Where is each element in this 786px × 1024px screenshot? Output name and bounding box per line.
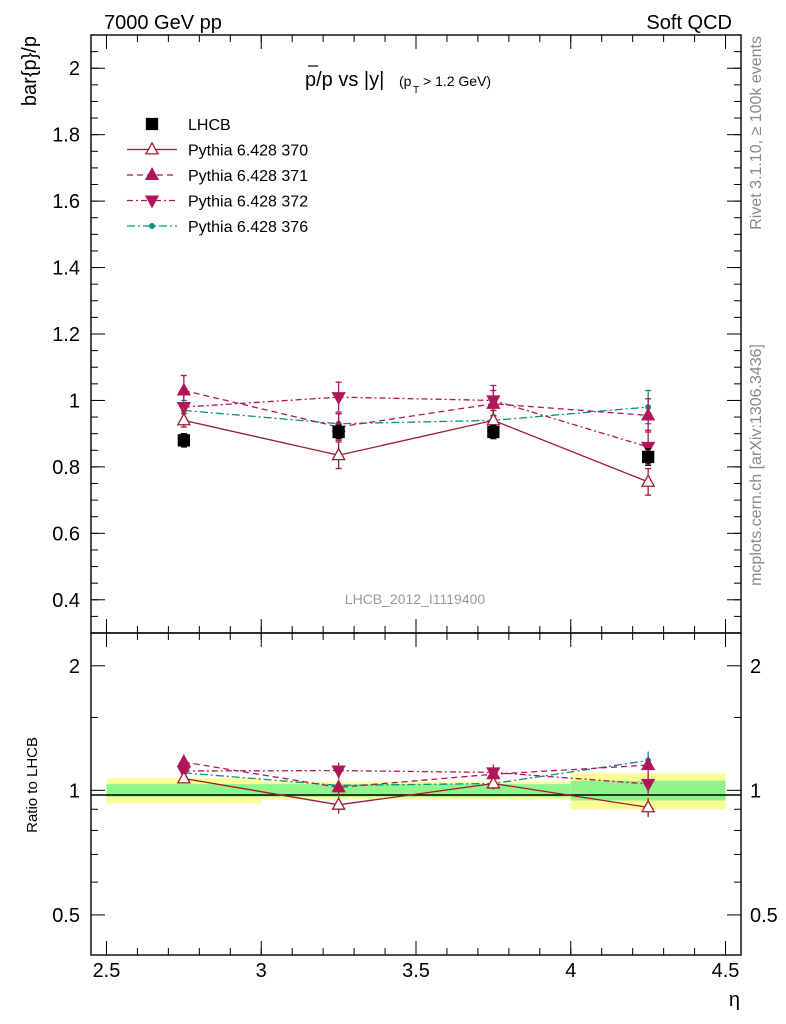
- series-1-main: [176, 409, 656, 496]
- ratio-point: [640, 778, 656, 792]
- y-axis-label: bar{p}/p: [19, 36, 41, 106]
- series-ratio-line: [183, 761, 649, 789]
- legend-label: Pythia 6.428 376: [188, 219, 308, 236]
- data-point: [487, 425, 500, 439]
- legend-entry: Pythia 6.428 370: [127, 141, 308, 160]
- analysis-watermark: LHCB_2012_I1119400: [345, 591, 486, 607]
- legend-marker: [149, 223, 155, 229]
- legend-entry: Pythia 6.428 376: [127, 219, 308, 236]
- y-tick-label: 1.6: [52, 191, 80, 213]
- ratio-series-layer: [176, 751, 656, 818]
- y-tick-label: 0.8: [52, 457, 80, 479]
- data-point: [176, 382, 192, 396]
- ratio-y-axis-label: Ratio to LHCB: [24, 737, 41, 833]
- ratio-band-inner: [416, 784, 571, 797]
- y-tick-label: 1: [69, 390, 80, 412]
- series-line: [183, 419, 649, 483]
- side-text-top: Rivet 3.1.10, ≥ 100k events: [748, 36, 765, 230]
- series-1-ratio: [176, 770, 656, 818]
- legend: LHCB Pythia 6.428 370 Pythia 6.428 371 Pyth…: [127, 117, 308, 236]
- data-point: [331, 447, 346, 461]
- ratio-y-tick-label-right: 2: [750, 656, 761, 678]
- ratio-y-tick-label: 2: [69, 656, 80, 678]
- series-0-main: [177, 424, 655, 466]
- series-2-main: [176, 374, 656, 441]
- data-point: [177, 434, 191, 447]
- legend-marker: [144, 141, 160, 155]
- ratio-point: [176, 754, 192, 768]
- legend-label: Pythia 6.428 371: [188, 168, 308, 185]
- series-line: [183, 389, 649, 428]
- y-tick-label: 1.2: [52, 324, 80, 346]
- ratio-point: [640, 799, 656, 813]
- y-tick-label: 0.4: [52, 590, 80, 612]
- legend-label: LHCB: [188, 117, 231, 134]
- ratio-point: [331, 765, 346, 779]
- side-text-bottom: mcplots.cern.ch [arXiv:1306.3436]: [748, 344, 765, 586]
- ratio-point: [176, 770, 192, 784]
- header-right: Soft QCD: [646, 12, 732, 34]
- series-ratio-line: [183, 769, 649, 785]
- y-tick-label: 1.8: [52, 125, 80, 147]
- data-point: [332, 425, 345, 439]
- legend-entry: Pythia 6.428 372: [127, 194, 308, 211]
- svg-text:p/p vs |y|: p/p vs |y|: [305, 69, 384, 91]
- x-tick-label: 4: [565, 960, 576, 982]
- ratio-point: [331, 796, 346, 810]
- series-3-main: [176, 381, 656, 465]
- main-series-layer: [176, 374, 656, 496]
- x-tick-label: 3: [256, 960, 267, 982]
- svg-text:(p: (p: [399, 73, 412, 89]
- header-left: 7000 GeV pp: [104, 12, 222, 34]
- x-axis-label: η: [729, 989, 740, 1011]
- series-ratio-line: [183, 759, 649, 787]
- data-point: [640, 407, 656, 421]
- ratio-point: [331, 779, 346, 793]
- ratio-point: [486, 775, 501, 789]
- plot-title: p/p vs |y| (p T > 1.2 GeV): [305, 65, 491, 96]
- ratio-y-tick-label-right: 1: [750, 780, 761, 802]
- data-point: [176, 412, 192, 426]
- svg-text:> 1.2 GeV): > 1.2 GeV): [423, 73, 491, 89]
- y-tick-label: 1.4: [52, 258, 80, 280]
- x-tick-label: 3.5: [402, 960, 430, 982]
- data-point: [486, 395, 501, 409]
- legend-entry: LHCB: [145, 117, 231, 134]
- data-point: [331, 392, 346, 406]
- axis-ticks: 2.5 3 3.5 4 4.5 0.4 0.6 0.8 1 1.2 1.4 1.6 1.8 2 0.5 0.5…: [52, 35, 778, 982]
- series-ratio-line: [183, 777, 649, 808]
- legend-label: Pythia 6.428 370: [188, 143, 308, 160]
- ratio-band-inner: [106, 784, 262, 797]
- ratio-point: [640, 757, 656, 771]
- legend-marker: [144, 167, 160, 181]
- legend-label: Pythia 6.428 372: [188, 194, 308, 211]
- data-point: [641, 450, 655, 464]
- data-point: [640, 473, 656, 487]
- legend-entry: Pythia 6.428 371: [127, 167, 308, 185]
- legend-marker: [145, 117, 159, 131]
- legend-marker: [144, 195, 160, 209]
- y-tick-label: 0.6: [52, 523, 80, 545]
- ratio-y-tick-label: 1: [69, 780, 80, 802]
- x-tick-label: 2.5: [93, 960, 121, 982]
- ratio-y-tick-label-right: 0.5: [750, 905, 778, 927]
- ratio-y-tick-label: 0.5: [52, 905, 80, 927]
- series-line: [183, 406, 649, 425]
- y-tick-label: 2: [69, 58, 80, 80]
- ratio-uncertainty-bands: [106, 773, 726, 810]
- data-point: [486, 412, 501, 426]
- x-tick-label: 4.5: [712, 960, 740, 982]
- series-line: [183, 396, 649, 448]
- svg-text:T: T: [413, 85, 419, 96]
